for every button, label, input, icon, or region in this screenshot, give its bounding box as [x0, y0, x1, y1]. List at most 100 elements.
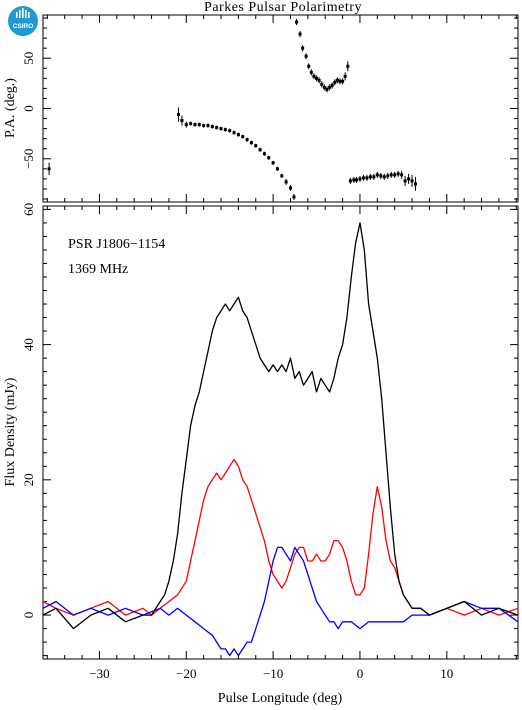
- pa-point: [393, 173, 397, 177]
- pa-point: [407, 177, 411, 181]
- frequency-annotation: 1369 MHz: [68, 262, 128, 277]
- pa-point: [354, 178, 358, 182]
- pa-point: [284, 180, 288, 184]
- pa-point: [262, 152, 266, 156]
- y-tick-label: 50: [21, 52, 36, 65]
- pa-point: [372, 175, 376, 179]
- x-tick-label: −30: [89, 666, 109, 681]
- pa-point: [365, 176, 369, 180]
- chart-title: Parkes Pulsar Polarimetry: [204, 0, 362, 15]
- pa-point: [375, 173, 379, 177]
- pa-point: [223, 128, 227, 132]
- pa-point: [215, 126, 219, 130]
- pa-point: [275, 167, 279, 171]
- y-tick-label: 20: [21, 473, 36, 486]
- profile-line: [42, 546, 519, 657]
- pa-point: [335, 78, 339, 82]
- x-tick-label: −20: [176, 666, 196, 681]
- pa-panel: −50 0 50 P.A. (deg.): [3, 14, 519, 203]
- pa-point: [47, 167, 51, 171]
- pa-point: [258, 148, 262, 152]
- pa-point: [325, 87, 329, 91]
- pa-point: [245, 138, 249, 142]
- pulsar-name-annotation: PSR J1806−1154: [68, 237, 165, 252]
- pa-point: [298, 32, 302, 36]
- pa-point: [322, 85, 326, 89]
- pa-point: [330, 83, 334, 87]
- profile-xlabel: Pulse Longitude (deg): [218, 691, 343, 706]
- profile-line: [42, 222, 519, 630]
- pa-point: [180, 119, 184, 123]
- pa-point: [328, 85, 332, 89]
- pa-point: [202, 124, 206, 128]
- pa-point: [210, 125, 214, 129]
- x-tick-label: −10: [263, 666, 283, 681]
- pa-point: [232, 131, 236, 135]
- profile-axis-ticks: −30 −20 −10 0 10 0 20 40 60: [21, 203, 518, 681]
- pa-point: [315, 76, 319, 80]
- pa-point: [361, 176, 365, 180]
- pa-frame: [42, 14, 519, 203]
- pa-point: [368, 175, 372, 179]
- pa-point: [176, 113, 180, 117]
- profile-ylabel: Flux Density (mJy): [3, 377, 18, 486]
- pa-point: [400, 173, 404, 177]
- y-tick-label: 0: [21, 612, 36, 619]
- pa-point: [317, 78, 321, 82]
- pa-point: [338, 79, 342, 83]
- pa-point: [343, 74, 347, 78]
- profile-series: [42, 222, 519, 657]
- pa-ylabel: P.A. (deg.): [3, 78, 18, 138]
- profile-panel: −30 −20 −10 0 10 0 20 40 60 PSR J1806−1154 1369 …: [3, 203, 519, 706]
- logo-text: CSIRO: [13, 23, 34, 30]
- pa-point: [292, 195, 296, 199]
- pa-point: [352, 178, 356, 182]
- pa-point: [184, 123, 188, 127]
- pa-point: [320, 82, 324, 86]
- pa-point: [267, 156, 271, 160]
- pa-point: [333, 80, 337, 84]
- pa-point: [271, 161, 275, 165]
- pa-point: [312, 74, 316, 78]
- pa-point: [249, 141, 253, 145]
- x-tick-label: 0: [357, 666, 364, 681]
- y-tick-label: 40: [21, 338, 36, 351]
- pa-point: [236, 133, 240, 137]
- pa-point: [414, 182, 418, 186]
- pa-point: [304, 54, 308, 58]
- csiro-logo: CSIRO: [8, 6, 38, 36]
- pa-point: [386, 174, 390, 178]
- y-tick-label: −50: [21, 149, 36, 169]
- pa-point: [254, 144, 258, 148]
- pa-point: [241, 135, 245, 139]
- pa-point: [403, 179, 407, 183]
- pa-point: [197, 123, 201, 127]
- pa-point: [379, 174, 383, 178]
- pa-point: [389, 173, 393, 177]
- pa-point: [193, 123, 197, 127]
- pa-axis-ticks: −50 0 50: [21, 15, 518, 202]
- y-tick-label: 60: [21, 203, 36, 216]
- pa-point: [301, 46, 305, 50]
- pa-point: [206, 124, 210, 128]
- pa-point: [346, 64, 350, 68]
- pa-point: [189, 122, 193, 126]
- pa-point: [309, 70, 313, 74]
- pa-point: [348, 179, 352, 183]
- pa-point: [295, 20, 299, 24]
- pa-point: [288, 186, 292, 190]
- profile-frame: [42, 205, 519, 660]
- pa-point: [341, 79, 345, 83]
- pa-points: [47, 19, 418, 200]
- profile-line: [42, 458, 519, 616]
- pa-point: [228, 129, 232, 133]
- pa-point: [396, 172, 400, 176]
- pa-point: [280, 174, 284, 178]
- pa-point: [307, 64, 311, 68]
- pa-point: [382, 175, 386, 179]
- y-tick-label: 0: [21, 105, 36, 112]
- x-tick-label: 10: [440, 666, 453, 681]
- pa-point: [219, 127, 223, 131]
- pa-point: [358, 177, 362, 181]
